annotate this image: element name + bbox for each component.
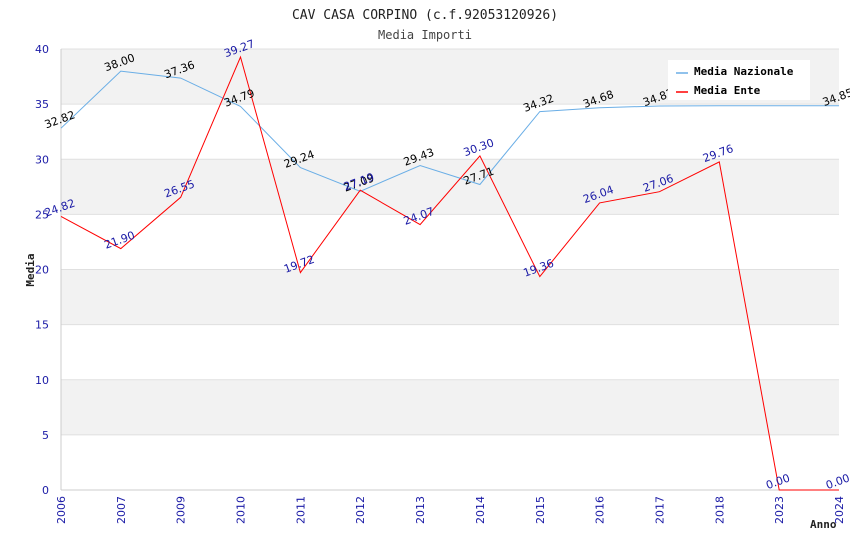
y-tick-label: 20: [35, 264, 49, 277]
series-line-ente: [60, 55, 839, 491]
x-tick-label: 2010: [235, 496, 248, 524]
x-tick-label: 2024: [833, 496, 846, 524]
x-tick-label: 2015: [534, 496, 547, 524]
x-tick-label: 2011: [294, 496, 307, 524]
data-label: 0.00: [824, 471, 850, 492]
x-tick-label: 2014: [474, 496, 487, 524]
x-tick-label: 2009: [175, 496, 188, 524]
y-tick-label: 15: [35, 319, 49, 332]
data-label: 30.30: [462, 136, 496, 159]
y-axis-label: Media: [24, 253, 37, 286]
y-tick-label: 0: [42, 484, 49, 497]
x-tick-label: 2007: [115, 496, 128, 524]
y-tick-label: 5: [42, 429, 49, 442]
data-label: 32.82: [43, 108, 77, 131]
x-tick-label: 2016: [594, 496, 607, 524]
x-tick-label: 2006: [55, 496, 68, 524]
chart-title: CAV CASA CORPINO (c.f.92053120926): [292, 8, 558, 23]
data-label: 24.82: [43, 197, 77, 220]
legend-label-nazionale: Media Nazionale: [694, 65, 794, 78]
x-axis-label: Anno: [810, 518, 837, 531]
series-line-nazionale: [60, 70, 839, 192]
y-tick-label: 25: [35, 208, 49, 221]
legend-label-ente: Media Ente: [694, 84, 761, 97]
grid-band: [61, 269, 839, 325]
legend: Media Nazionale Media Ente: [668, 60, 810, 100]
x-tick-label: 2012: [354, 496, 367, 524]
data-label: 0.00: [764, 471, 791, 492]
x-tick-label: 2017: [653, 496, 666, 524]
grid-band: [61, 159, 839, 215]
x-tick-label: 2013: [414, 496, 427, 524]
y-tick-label: 30: [35, 153, 49, 166]
y-tick-label: 10: [35, 374, 49, 387]
x-tick-label: 2018: [713, 496, 726, 524]
x-tick-label: 2023: [773, 496, 786, 524]
y-tick-label: 35: [35, 98, 49, 111]
chart-subtitle: Media Importi: [378, 28, 472, 42]
y-tick-label: 40: [35, 43, 49, 56]
grid-band: [61, 379, 839, 435]
